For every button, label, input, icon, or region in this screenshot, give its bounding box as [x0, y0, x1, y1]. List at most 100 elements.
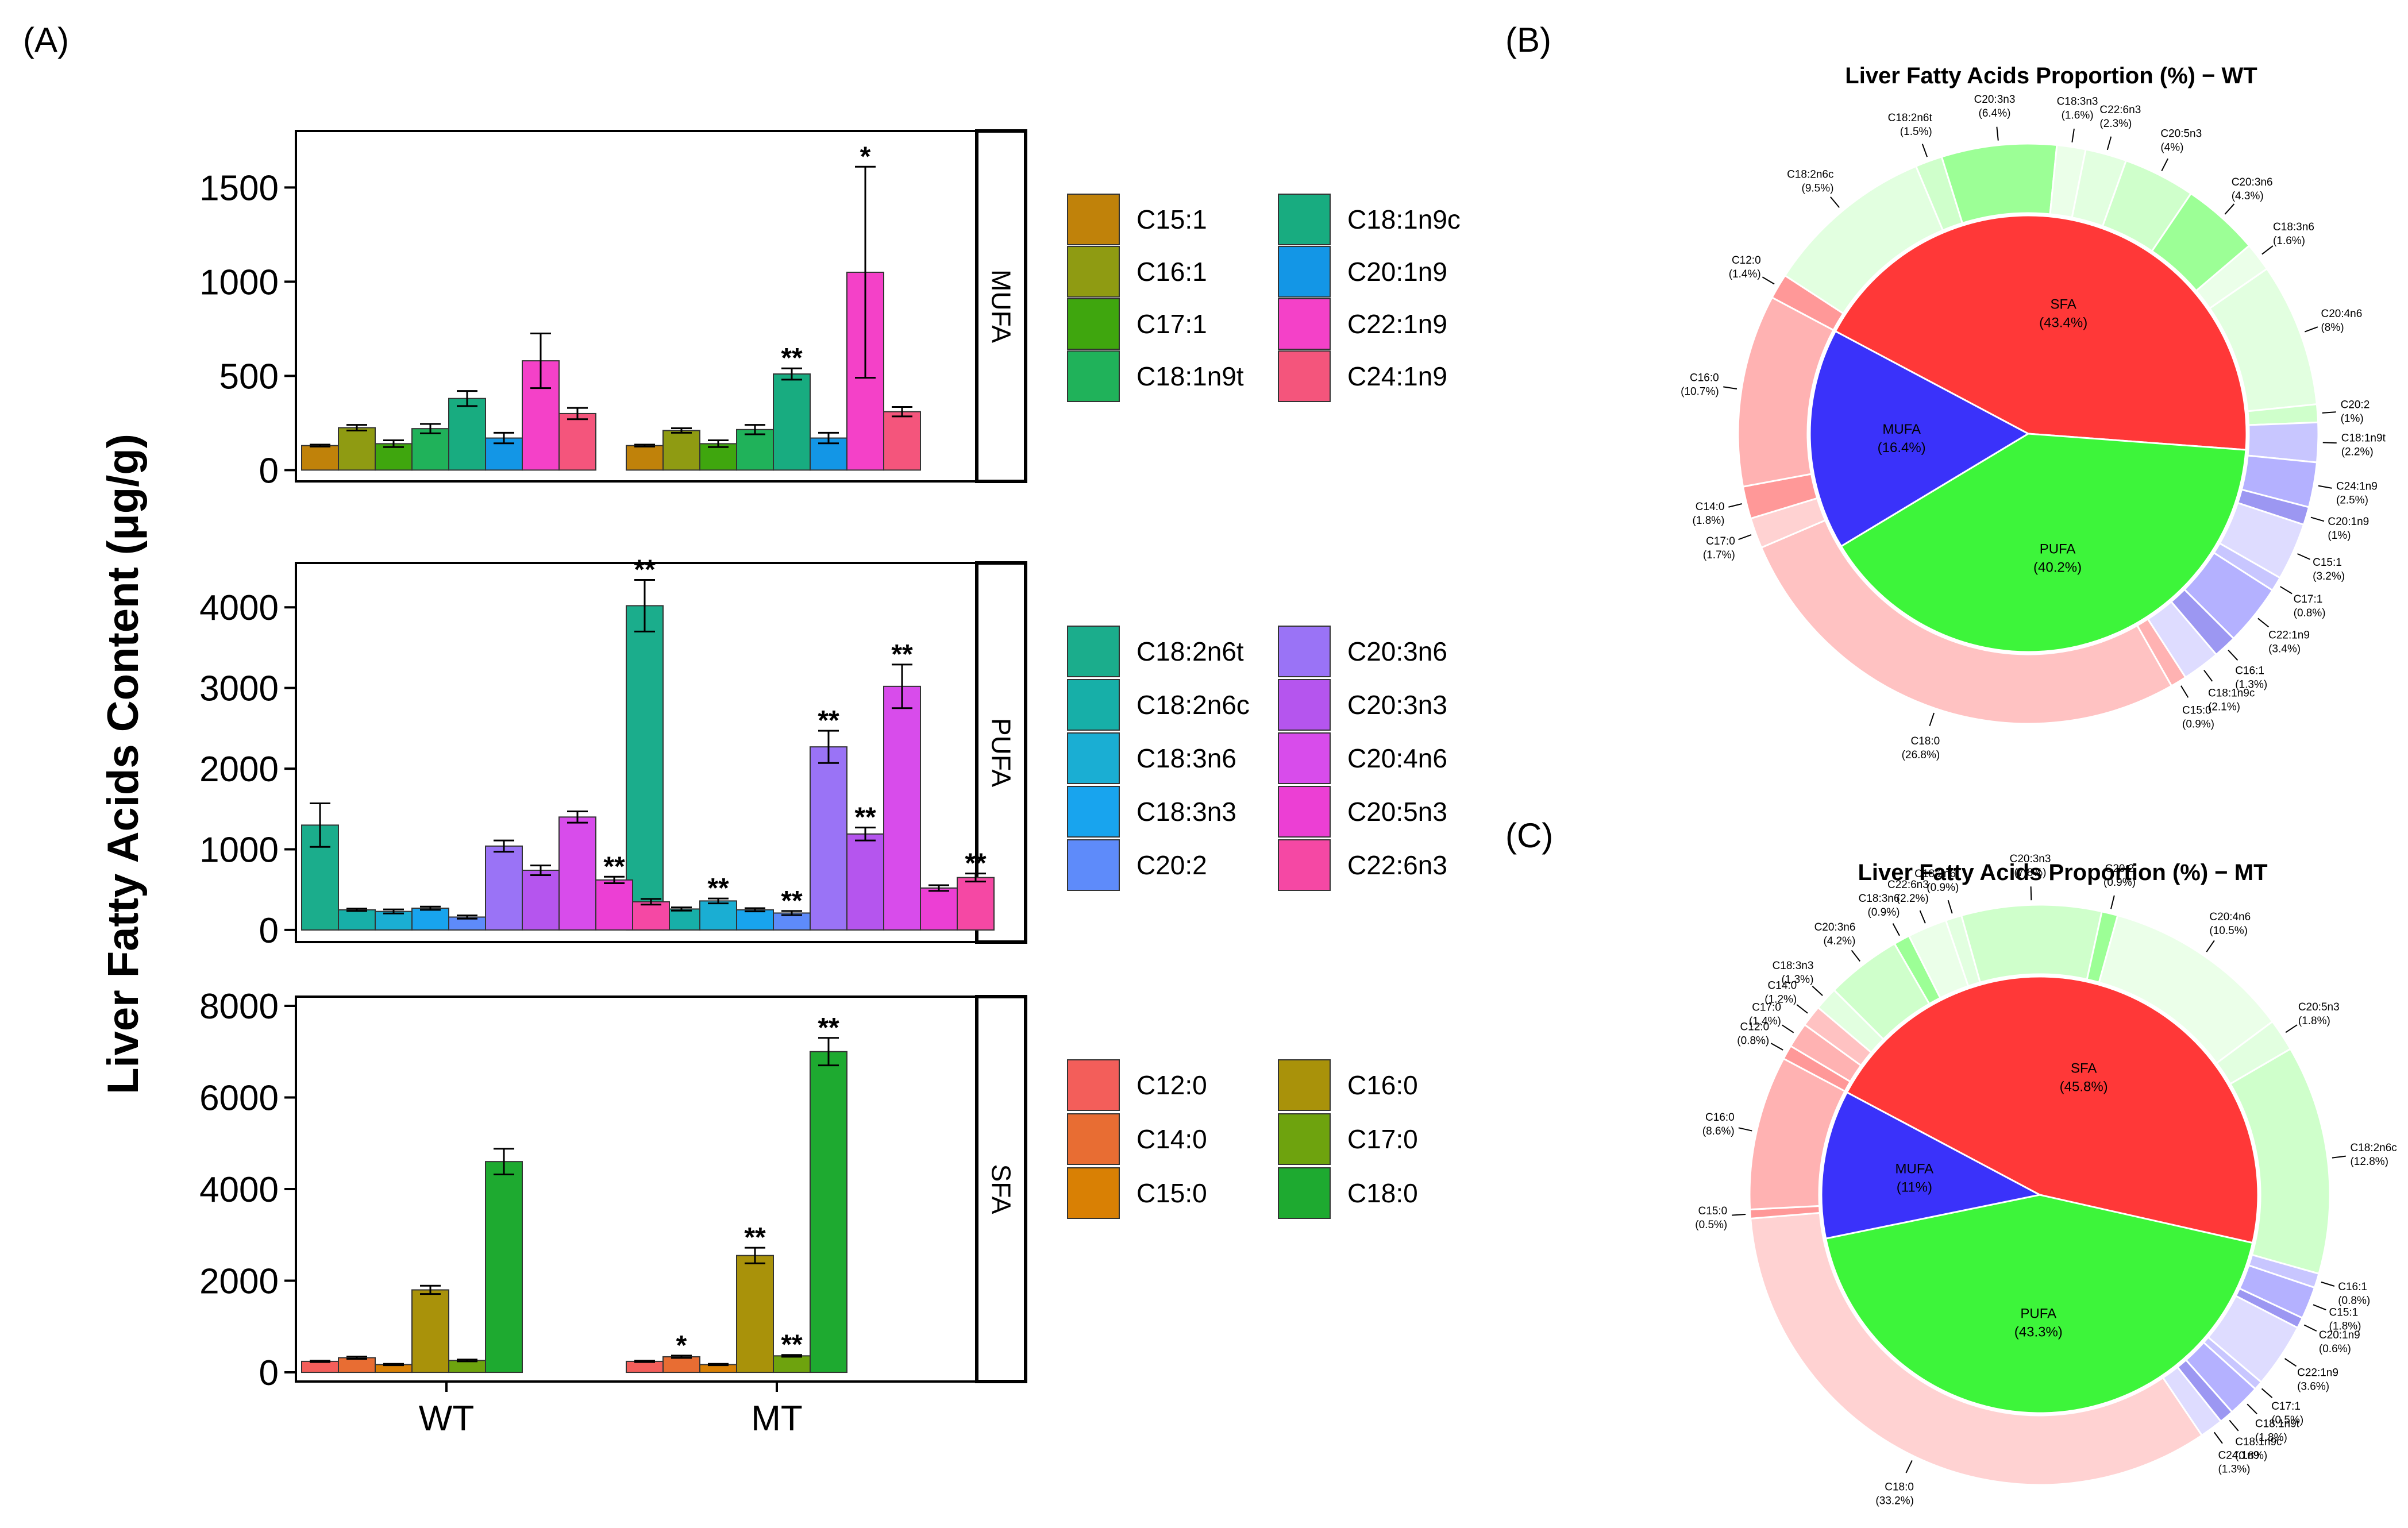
bar-sfa-c12-0-wt [301, 1360, 339, 1373]
mt-inner-name-sfa: SFA [2071, 1060, 2097, 1076]
significance-sfa-c16-0-mt: ** [744, 1222, 766, 1253]
wt-inner-pct-pufa: (40.2%) [2033, 560, 2082, 575]
y-tick-label-pufa-2000: 2000 [199, 750, 279, 789]
mt-inner-slice-sfa [1846, 975, 2259, 1244]
facet-label-sfa: SFA [987, 1164, 1016, 1214]
wt-outer-name-c18-2n6c: C18:2n6c [1787, 169, 1833, 181]
bar-pufa-c20-5n3-wt [595, 879, 633, 931]
bar-mufa-c18-1n9c-mt [773, 373, 811, 471]
legend-label-c15-1: C15:1 [1136, 204, 1207, 234]
wt-inner-pct-sfa: (43.4%) [2039, 315, 2087, 330]
legend-key-c17-0 [1278, 1113, 1331, 1165]
wt-outer-name-c18-1n9c: C18:1n9c [2208, 688, 2255, 700]
bar-mufa-c24-1n9-wt [558, 412, 596, 471]
wt-leader-c16-0 [1723, 386, 1737, 390]
wt-outer-pct-c14-0: (1.8%) [1693, 515, 1725, 527]
legend-label-c24-1n9: C24:1n9 [1347, 361, 1447, 391]
wt-leader-c17-0 [1738, 534, 1752, 541]
legend-key-c18-2n6c [1067, 679, 1120, 731]
mt-leader-c16-0 [1738, 1127, 1752, 1132]
mt-outer-name-c22-1n9: C22:1n9 [2297, 1367, 2338, 1379]
legend-label-c18-2n6t: C18:2n6t [1136, 636, 1244, 666]
wt-outer-name-c24-1n9: C24:1n9 [2336, 481, 2378, 493]
bar-sfa-c12-0-mt [626, 1360, 664, 1373]
wt-title: Liver Fatty Acids Proportion (%) − WT [1845, 63, 2257, 88]
mt-leader-c24-1n9 [2213, 1431, 2223, 1444]
legend-key-c15-1 [1067, 194, 1120, 245]
mt-outer-name-c16-0: C16:0 [1705, 1112, 1735, 1124]
wt-outer-pct-c16-0: (10.7%) [1681, 386, 1719, 398]
mt-outer-pct-c22-1n9: (3.6%) [2297, 1380, 2329, 1392]
bar-pufa-c20-3n6-wt [485, 845, 523, 931]
wt-inner-name-mufa: MUFA [1882, 422, 1921, 437]
bar-pufa-c20-3n3-mt [846, 833, 884, 931]
wt-outer-pct-c18-2n6t: (1.5%) [1900, 126, 1932, 138]
mt-outer-name-c18-3n6: C18:3n6 [1859, 893, 1900, 905]
legend-label-c20-2: C20:2 [1136, 850, 1207, 880]
bar-pufa-c20-4n6-wt [558, 816, 596, 931]
wt-outer-name-c15-0: C15:0 [2182, 705, 2211, 717]
wt-outer-pct-c18-3n6: (1.6%) [2273, 235, 2305, 247]
wt-outer-slice-c20-3n3 [1940, 142, 2058, 225]
mt-outer-name-c18-0: C18:0 [1885, 1481, 1914, 1493]
wt-outer-pct-c18-0: (26.8%) [1902, 749, 1940, 761]
legend-label-c20-1n9: C20:1n9 [1347, 257, 1447, 287]
wt-outer-name-c20-2: C20:2 [2341, 399, 2370, 411]
wt-leader-c15-0 [2180, 685, 2189, 698]
mt-outer-name-c18-1n9c: C18:1n9c [2235, 1436, 2282, 1448]
mt-outer-name-c16-1: C16:1 [2338, 1281, 2367, 1293]
wt-inner-slice-sfa [1834, 214, 2248, 451]
bar-mufa-c15-1-mt [626, 445, 664, 471]
mt-outer-name-c20-3n6: C20:3n6 [1814, 921, 1856, 933]
bar-mufa-c18-1n9t-mt [736, 429, 774, 471]
wt-outer-name-c17-0: C17:0 [1706, 535, 1735, 547]
y-axis-title: Liver Fatty Acids Content (μg/g) [99, 434, 148, 1094]
y-tick-label-mufa-0: 0 [259, 451, 279, 491]
legend-key-c18-1n9c [1278, 194, 1331, 245]
mt-leader-c20-1n9 [2303, 1324, 2317, 1332]
legend-label-c20-3n3: C20:3n3 [1347, 690, 1447, 720]
wt-leader-c20-4n6 [2304, 326, 2318, 333]
mt-leader-c14-0 [1796, 1004, 1808, 1014]
significance-pufa-c20-5n3-wt: ** [603, 851, 625, 882]
mt-outer-name-c15-1: C15:1 [2329, 1306, 2359, 1318]
mt-inner-slice-pufa [1824, 1194, 2254, 1414]
legend-label-c17-0: C17:0 [1347, 1124, 1418, 1154]
y-tick-label-sfa-0: 0 [259, 1353, 279, 1393]
legend-label-c15-0: C15:0 [1136, 1178, 1207, 1208]
mt-leader-c15-1 [2313, 1304, 2326, 1311]
mt-outer-name-c20-1n9: C20:1n9 [2319, 1329, 2360, 1341]
wt-outer-pct-c16-1: (1.3%) [2235, 678, 2267, 690]
wt-leader-c18-3n3 [2071, 128, 2075, 142]
y-tick-label-pufa-4000: 4000 [199, 588, 279, 628]
wt-inner-pct-mufa: (16.4%) [1878, 440, 1926, 456]
wt-outer-pct-c20-3n3: (6.4%) [1979, 107, 2011, 119]
wt-outer-name-c12-0: C12:0 [1732, 254, 1761, 267]
mt-outer-name-c20-3n3: C20:3n3 [2010, 853, 2051, 865]
wt-outer-pct-c22-6n3: (2.3%) [2099, 118, 2132, 130]
bar-mufa-c24-1n9-mt [883, 411, 921, 471]
significance-pufa-c20-3n3-mt: ** [854, 802, 876, 833]
bar-pufa-c20-3n3-wt [522, 870, 560, 931]
legend-key-c20-3n3 [1278, 679, 1331, 731]
legend-label-c20-4n6: C20:4n6 [1347, 743, 1447, 773]
panel-label-c: (C) [1505, 816, 1553, 855]
mt-leader-c20-3n6 [1851, 950, 1861, 962]
mt-outer-pct-c22-6n3: (2.2%) [1897, 893, 1929, 905]
mt-leader-c18-2n6c [2332, 1155, 2346, 1159]
wt-outer-name-c14-0: C14:0 [1696, 501, 1725, 513]
mt-outer-slice-c18-0 [1750, 1211, 2203, 1486]
wt-outer-pct-c20-3n6: (4.3%) [2232, 190, 2264, 202]
legend-label-c18-0: C18:0 [1347, 1178, 1418, 1208]
legend-key-c18-3n3 [1067, 786, 1120, 838]
bar-pufa-c22-6n3-wt [632, 901, 670, 931]
mt-leader-c22-1n9 [2284, 1358, 2297, 1367]
mt-outer-name-c18-1n9t: C18:1n9t [2255, 1418, 2300, 1430]
wt-outer-pct-c12-0: (1.4%) [1729, 268, 1761, 280]
wt-outer-slice-c18-0 [1760, 519, 2173, 725]
bar-sfa-c14-0-wt [338, 1357, 376, 1373]
significance-mufa-c22-1n9-mt: * [860, 141, 871, 172]
mt-outer-pct-c20-3n6: (4.2%) [1823, 935, 1855, 947]
mt-outer-pct-c18-0: (33.2%) [1875, 1495, 1914, 1507]
legend-key-c20-1n9 [1278, 246, 1331, 298]
